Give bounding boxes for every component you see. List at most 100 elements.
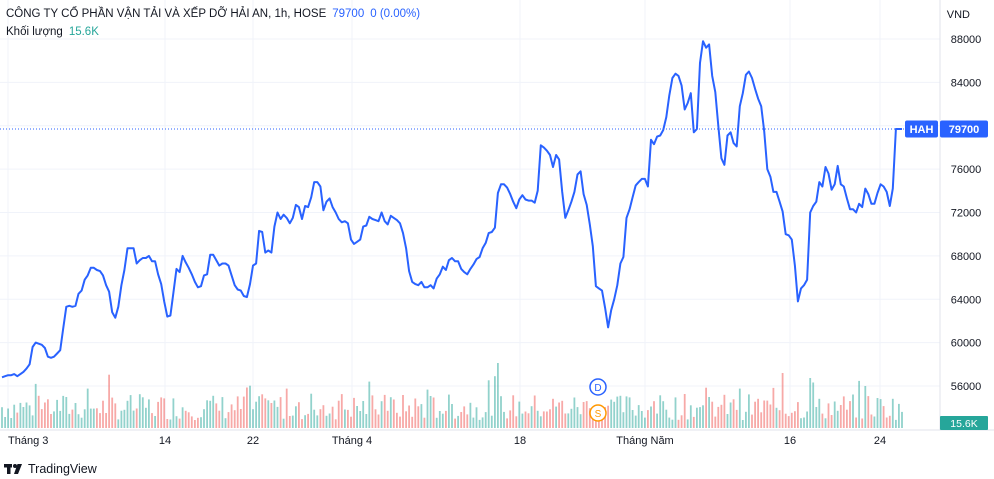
volume-bar [432, 397, 435, 428]
volume-bar [44, 402, 46, 428]
time-axis[interactable]: Tháng 3 14 22 Tháng 4 18 Tháng Năm 16 24 [8, 435, 886, 447]
dividend-marker[interactable]: D [589, 378, 607, 396]
volume-bar [585, 401, 588, 428]
volume-bar [108, 374, 110, 428]
volume-bar [123, 409, 126, 428]
volume-bar [411, 416, 414, 428]
volume-bar [261, 394, 264, 428]
volume-bar [692, 416, 695, 428]
volume-bar [628, 397, 631, 428]
volume-bar [148, 399, 150, 428]
volume-bar [745, 411, 747, 428]
volume-bar [696, 407, 698, 428]
volume-bar [683, 394, 686, 428]
volume-bar [160, 397, 163, 428]
volume-bar [830, 415, 833, 428]
volume-bar [662, 401, 665, 428]
volume-label[interactable]: Khối lượng [6, 26, 63, 38]
volume-bar [760, 412, 763, 428]
volume-bar [194, 420, 196, 428]
volume-bar [368, 381, 371, 428]
volume-bar [637, 405, 640, 428]
volume-bar [304, 415, 306, 428]
volume-bar [809, 378, 812, 428]
volume-bar [203, 409, 205, 428]
volume-bar [77, 414, 80, 428]
volume-bar [738, 388, 741, 428]
volume-bar [347, 409, 349, 428]
volume-bar [818, 398, 821, 428]
volume-bar [25, 402, 28, 428]
volume-bar [769, 404, 772, 428]
legend-title-row: CÔNG TY CỔ PHẦN VẬN TẢI VÀ XẾP DỠ HẢI AN… [6, 7, 420, 21]
volume-bar [190, 416, 193, 428]
volume-bar [172, 398, 175, 428]
volume-bar [763, 400, 766, 428]
volume-bar [561, 400, 564, 428]
volume-bar [656, 413, 658, 428]
volume-bar [350, 416, 352, 428]
volume-bar [772, 387, 775, 428]
price-tag-symbol: HAH [910, 124, 934, 136]
volume-bar [702, 405, 704, 428]
currency-label: VND [946, 9, 970, 21]
volume-bar [497, 363, 499, 428]
volume-bar [4, 417, 6, 428]
price-change: 0 (0.00%) [370, 8, 421, 20]
volume-bar [328, 413, 331, 428]
volume-bar [68, 413, 71, 428]
volume-bar [686, 419, 689, 428]
volume-bar [197, 417, 199, 428]
volume-bar [166, 419, 169, 428]
price-tag[interactable]: HAH 79700 [905, 120, 988, 138]
volume-bar [28, 405, 31, 428]
volume-bar [671, 419, 674, 428]
volume-tag: 15.6K [940, 416, 988, 430]
volume-bar [741, 420, 744, 428]
volume-bar [178, 418, 181, 428]
volume-bar [852, 394, 854, 428]
volume-bar [47, 399, 49, 428]
volume-bar [723, 394, 726, 428]
volume-bar [255, 401, 257, 428]
price-axis[interactable]: 5600060000640006800072000760008000084000… [951, 34, 982, 393]
volume-bar [175, 416, 178, 428]
volume-bar [766, 400, 769, 428]
volume-bar [356, 406, 358, 428]
volume-bar [285, 388, 288, 428]
volume-bar [313, 409, 316, 428]
volume-bar [34, 383, 37, 428]
volume-bar [386, 410, 389, 428]
x-tick-label: 18 [514, 435, 526, 447]
volume-bar [325, 415, 328, 428]
split-marker[interactable]: S [589, 404, 607, 422]
volume-bar [567, 413, 570, 428]
y-tick-label: 88000 [951, 34, 982, 46]
volume-bar [846, 409, 848, 428]
volume-bar [288, 416, 291, 428]
volume-bar [445, 410, 447, 428]
volume-bar [674, 397, 677, 428]
volume-bar [757, 398, 759, 428]
volume-bar [1, 407, 3, 428]
volume-bar [619, 395, 622, 428]
volume-bar [344, 409, 346, 428]
tradingview-logo[interactable]: TradingView [4, 462, 97, 476]
volume-bar [414, 398, 417, 428]
volume-bar [71, 409, 74, 428]
volume-bar [564, 413, 567, 428]
volume-bar [145, 407, 147, 428]
volume-bar [815, 407, 818, 428]
volume-bar [200, 417, 202, 428]
volume-bar [151, 413, 153, 428]
volume-bar [503, 411, 505, 428]
volume-bar [102, 400, 104, 428]
volume-bar [576, 407, 579, 428]
volume-bar [509, 410, 512, 428]
symbol-title[interactable]: CÔNG TY CỔ PHẦN VẬN TẢI VÀ XẾP DỠ HẢI AN… [6, 8, 327, 20]
volume-bar [806, 411, 808, 428]
volume-bar [705, 387, 707, 428]
volume-bar [371, 395, 374, 428]
volume-bar [714, 416, 717, 428]
